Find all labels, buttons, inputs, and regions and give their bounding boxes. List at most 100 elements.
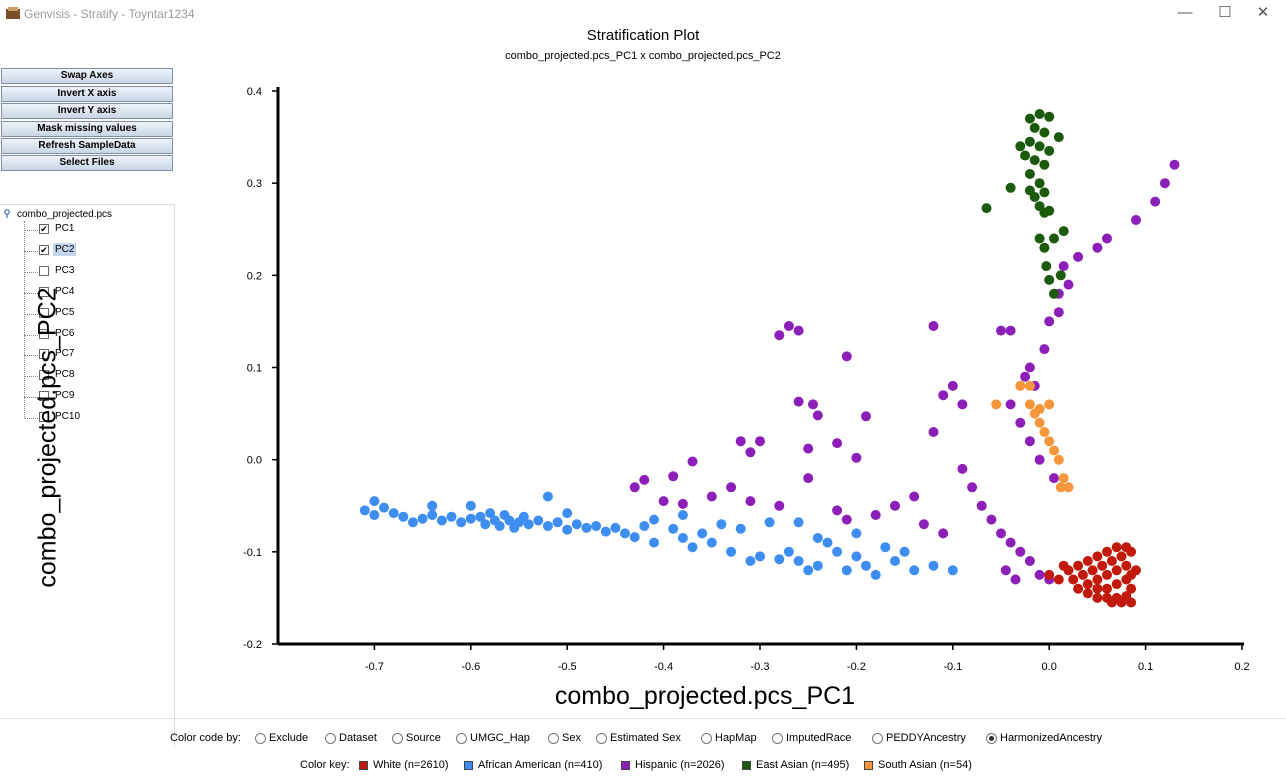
data-point — [1005, 537, 1016, 548]
data-point — [1087, 565, 1098, 576]
data-point — [1015, 380, 1026, 391]
data-point — [649, 514, 659, 525]
data-point — [610, 522, 621, 533]
y-tick-label: -0.2 — [243, 639, 262, 651]
data-point — [812, 533, 823, 543]
data-point — [591, 521, 602, 531]
data-point — [465, 513, 476, 524]
data-point — [851, 452, 862, 463]
data-point — [1126, 597, 1137, 608]
data-point — [793, 325, 804, 336]
data-point — [629, 482, 640, 493]
data-point — [938, 390, 949, 401]
data-point — [1049, 445, 1059, 456]
data-point — [1039, 427, 1050, 437]
data-point — [774, 330, 785, 341]
data-point — [1053, 132, 1064, 143]
checkbox-pc5[interactable] — [39, 308, 49, 318]
data-point — [475, 511, 486, 522]
data-point — [832, 438, 843, 449]
data-point — [1024, 113, 1035, 124]
data-point — [1073, 560, 1084, 571]
data-point — [649, 537, 659, 548]
data-point — [861, 560, 871, 571]
data-point — [803, 443, 814, 454]
maximize-button[interactable]: ☐ — [1218, 4, 1232, 21]
data-point — [928, 560, 939, 571]
y-tick-label: 0.2 — [247, 270, 262, 282]
data-point — [1044, 569, 1055, 580]
data-point — [822, 537, 833, 548]
data-point — [793, 556, 804, 566]
minimize-button[interactable]: — — [1177, 4, 1193, 21]
data-point — [1005, 182, 1016, 193]
data-point — [697, 528, 708, 539]
left-panel: Swap Axes Invert X axis Invert Y axis Ma… — [0, 28, 175, 747]
tree-item-label: PC10 — [55, 411, 81, 422]
data-point — [1044, 436, 1055, 447]
data-point — [542, 491, 553, 502]
checkbox-pc1[interactable]: ✔ — [39, 224, 49, 234]
checkbox-pc2[interactable]: ✔ — [39, 245, 49, 255]
refresh-sampledata-button[interactable]: Refresh SampleData — [1, 138, 173, 154]
data-point — [1111, 542, 1122, 553]
x-tick-label: -0.5 — [558, 661, 577, 673]
close-button[interactable]: ✕ — [1256, 4, 1270, 21]
data-point — [1169, 159, 1180, 170]
series-white — [1044, 542, 1141, 608]
data-point — [976, 500, 987, 511]
data-point — [1015, 417, 1026, 428]
data-point — [1092, 551, 1103, 562]
checkbox-pc8[interactable] — [39, 370, 49, 380]
plot-subtitle: combo_projected.pcs_PC1 x combo_projecte… — [505, 50, 781, 62]
select-files-button[interactable]: Select Files — [1, 155, 173, 171]
data-point — [687, 542, 698, 553]
data-point — [1102, 583, 1112, 594]
data-point — [774, 500, 785, 511]
data-point — [1082, 579, 1093, 590]
tree-item-label: PC1 — [55, 223, 75, 234]
data-point — [803, 473, 814, 484]
series-south-asian — [991, 380, 1074, 493]
invert-x-axis-button[interactable]: Invert X axis — [1, 86, 173, 102]
data-point — [1063, 482, 1074, 493]
data-point — [851, 551, 862, 562]
data-point — [967, 482, 978, 493]
data-point — [1116, 597, 1127, 608]
data-point — [1034, 178, 1045, 189]
app-icon — [6, 7, 20, 19]
data-point — [480, 519, 491, 530]
checkbox-pc9[interactable] — [39, 391, 49, 401]
data-point — [1024, 362, 1035, 373]
checkbox-pc6[interactable] — [39, 329, 49, 339]
data-point — [726, 546, 737, 557]
data-point — [745, 447, 756, 458]
data-point — [668, 523, 679, 534]
data-point — [793, 396, 804, 407]
invert-y-axis-button[interactable]: Invert Y axis — [1, 103, 173, 119]
series-hispanic — [629, 159, 1180, 585]
tree-root-node[interactable]: combo_projected.pcs — [4, 209, 112, 220]
data-point — [677, 533, 688, 543]
x-tick-label: 0.2 — [1234, 661, 1249, 673]
data-point — [909, 491, 920, 502]
data-point — [1073, 251, 1084, 262]
data-point — [880, 542, 891, 553]
checkbox-pc3[interactable] — [39, 266, 49, 276]
mask-missing-values-button[interactable]: Mask missing values — [1, 121, 173, 137]
data-point — [890, 500, 900, 511]
data-point — [1044, 111, 1055, 122]
checkbox-pc10[interactable] — [39, 412, 49, 422]
data-point — [1077, 569, 1088, 580]
data-point — [1106, 556, 1117, 566]
data-point — [1102, 233, 1112, 244]
data-point — [1055, 482, 1066, 493]
data-point — [918, 519, 929, 530]
data-point — [1121, 560, 1132, 571]
data-point — [706, 491, 717, 502]
swap-axes-button[interactable]: Swap Axes — [1, 68, 173, 84]
checkbox-pc4[interactable] — [39, 287, 49, 297]
data-point — [369, 496, 380, 507]
checkbox-pc7[interactable] — [39, 349, 49, 359]
